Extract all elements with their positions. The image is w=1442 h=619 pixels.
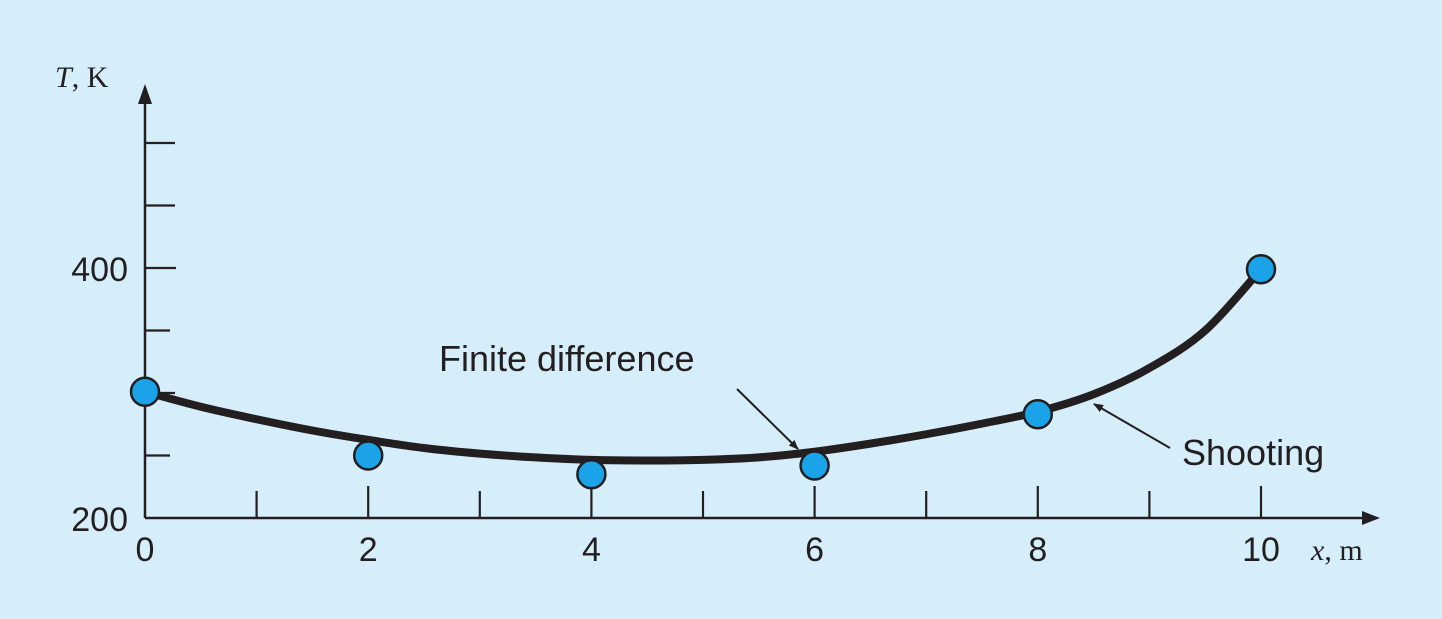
annotations: Finite difference Shooting [439,338,1324,473]
finite-difference-point [352,440,384,471]
x-tick-label: 8 [1028,531,1047,569]
finite-difference-point [129,376,161,407]
x-tick-label: 2 [359,531,378,569]
shooting-arrow [1093,403,1171,449]
x-axis-arrow [1362,511,1380,525]
finite-difference-point [799,450,830,481]
y-tick-label: 200 [71,501,128,539]
tick-labels: 0 2 4 6 8 10 200 400 [71,251,1280,569]
series-layer [129,254,1277,490]
finite-difference-point [1245,254,1277,285]
shooting-curve [141,265,1265,465]
finite-difference-point [576,459,607,490]
shooting-label: Shooting [1182,432,1324,473]
x-tick-label: 10 [1242,531,1280,569]
x-tick-label: 6 [805,531,824,569]
y-tick-label: 400 [71,251,128,289]
y-axis-label: T, K [55,61,109,94]
finite-difference-arrow [736,388,799,450]
finite-difference-label: Finite difference [439,338,694,379]
x-tick-label: 0 [136,531,155,569]
finite-difference-point [1022,399,1054,430]
x-tick-label: 4 [582,531,601,569]
x-axis-label: x, m [1310,534,1363,567]
axes [138,84,1380,525]
y-axis-arrow [138,84,152,104]
